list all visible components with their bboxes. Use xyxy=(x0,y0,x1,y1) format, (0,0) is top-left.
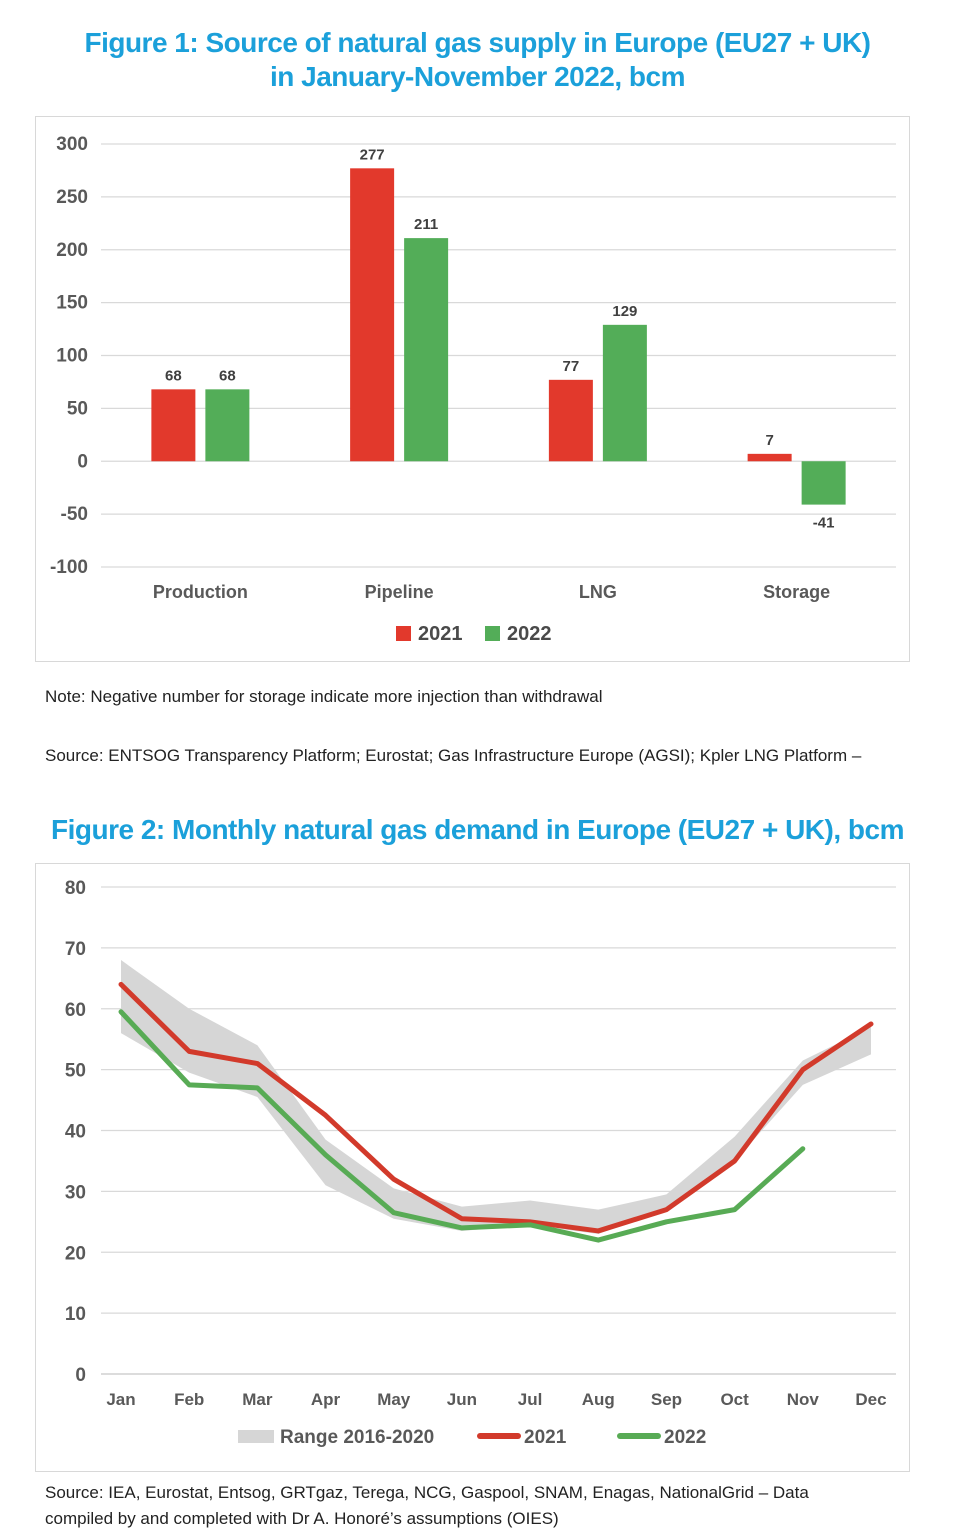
legend-swatch-2021 xyxy=(396,626,411,641)
y-axis-tick-label: 60 xyxy=(65,1000,86,1021)
x-axis-month-label: May xyxy=(377,1390,411,1409)
bar-value-label: 7 xyxy=(765,432,773,449)
bar-2021-Pipeline xyxy=(350,168,395,462)
x-axis-month-label: Aug xyxy=(582,1390,615,1409)
legend-label-2021: 2021 xyxy=(418,623,463,645)
x-axis-month-label: Apr xyxy=(311,1390,341,1409)
legend-label-2022: 2022 xyxy=(664,1427,706,1448)
y-axis-tick-label: -100 xyxy=(50,557,88,578)
y-axis-tick-label: 0 xyxy=(77,451,88,472)
bar-2021-Production xyxy=(151,389,196,462)
bar-value-label: 277 xyxy=(360,146,385,163)
legend-swatch-2022 xyxy=(485,626,500,641)
bar-value-label: 129 xyxy=(612,303,637,320)
y-axis-tick-label: 300 xyxy=(56,134,88,155)
y-axis-tick-label: 150 xyxy=(56,293,88,314)
y-axis-tick-label: 50 xyxy=(67,398,88,419)
x-axis-month-label: Dec xyxy=(855,1390,886,1409)
y-axis-tick-label: 250 xyxy=(56,187,88,208)
y-axis-tick-label: 70 xyxy=(65,939,86,960)
bar-value-label: -41 xyxy=(813,515,835,532)
y-axis-tick-label: 50 xyxy=(65,1061,86,1082)
legend-swatch-range xyxy=(238,1430,274,1443)
line-2021 xyxy=(118,981,874,1234)
bar-value-label: 211 xyxy=(414,216,438,233)
figure1-title-line2: in January-November 2022, bcm xyxy=(269,61,686,92)
x-axis-month-label: Mar xyxy=(242,1390,273,1409)
bar-value-label: 68 xyxy=(165,367,182,384)
x-axis-category-label: Storage xyxy=(763,582,830,602)
y-axis-tick-label: 200 xyxy=(56,240,88,261)
figure1-title: Figure 1: Source of natural gas supply i… xyxy=(35,26,920,94)
figure1-note: Note: Negative number for storage indica… xyxy=(45,687,603,706)
y-axis-tick-label: 10 xyxy=(65,1304,86,1325)
bar-value-label: 68 xyxy=(219,367,236,384)
y-axis-tick-label: 30 xyxy=(65,1182,86,1203)
x-axis-category-label: LNG xyxy=(579,582,617,602)
x-axis-category-label: Production xyxy=(153,582,248,602)
legend-label-range: Range 2016-2020 xyxy=(280,1427,434,1448)
figure2-source: Source: IEA, Eurostat, Entsog, GRTgaz, T… xyxy=(45,1483,809,1528)
bar-2022-Pipeline xyxy=(404,238,449,462)
x-axis-category-label: Pipeline xyxy=(365,582,434,602)
bar-2021-Storage xyxy=(747,453,792,462)
figure1-chart-box: 300 250 200 150 100 50 0 -50 -100 Production 68 68 P… xyxy=(35,116,910,662)
y-axis-tick-label: 80 xyxy=(65,878,86,899)
figure1-title-line1: Figure 1: Source of natural gas supply i… xyxy=(84,27,871,58)
y-axis-tick-label: 100 xyxy=(56,346,88,367)
bar-2022-Production xyxy=(205,389,250,462)
x-axis-month-label: Sep xyxy=(651,1390,682,1409)
figure1-bar-chart: 300 250 200 150 100 50 0 -50 -100 Production 68 68 P… xyxy=(50,134,896,645)
x-axis-month-label: Jun xyxy=(447,1390,477,1409)
figure2-chart-box: 80 70 60 50 40 30 20 10 0 Jan Feb Mar Apr May Jun Jul Au… xyxy=(35,863,910,1472)
legend-label-2021: 2021 xyxy=(524,1427,567,1448)
figure2-line-chart: 80 70 60 50 40 30 20 10 0 Jan Feb Mar Apr May Jun Jul Au… xyxy=(65,878,896,1448)
bar-2022-Storage xyxy=(801,461,846,505)
bar-2021-LNG xyxy=(548,379,593,462)
bar-value-label: 77 xyxy=(563,358,580,375)
bar-2022-LNG xyxy=(602,324,647,462)
x-axis-month-label: Feb xyxy=(174,1390,204,1409)
figure1-source: Source: ENTSOG Transparency Platform; Eu… xyxy=(45,746,862,765)
x-axis-month-label: Nov xyxy=(787,1390,820,1409)
y-axis-tick-label: 20 xyxy=(65,1243,86,1264)
line-2022 xyxy=(118,1009,806,1243)
range-band-2016-2020 xyxy=(121,960,871,1234)
x-axis-month-label: Jan xyxy=(106,1390,135,1409)
x-axis-month-label: Jul xyxy=(518,1390,543,1409)
figure2-title: Figure 2: Monthly natural gas demand in … xyxy=(35,813,920,847)
y-axis-tick-label: 40 xyxy=(65,1122,86,1143)
y-axis-tick-label: 0 xyxy=(75,1365,86,1386)
figure2-title-line1: Figure 2: Monthly natural gas demand in … xyxy=(51,814,904,845)
x-axis-month-label: Oct xyxy=(720,1390,749,1409)
legend-label-2022: 2022 xyxy=(507,623,552,645)
y-axis-tick-label: -50 xyxy=(61,504,88,525)
